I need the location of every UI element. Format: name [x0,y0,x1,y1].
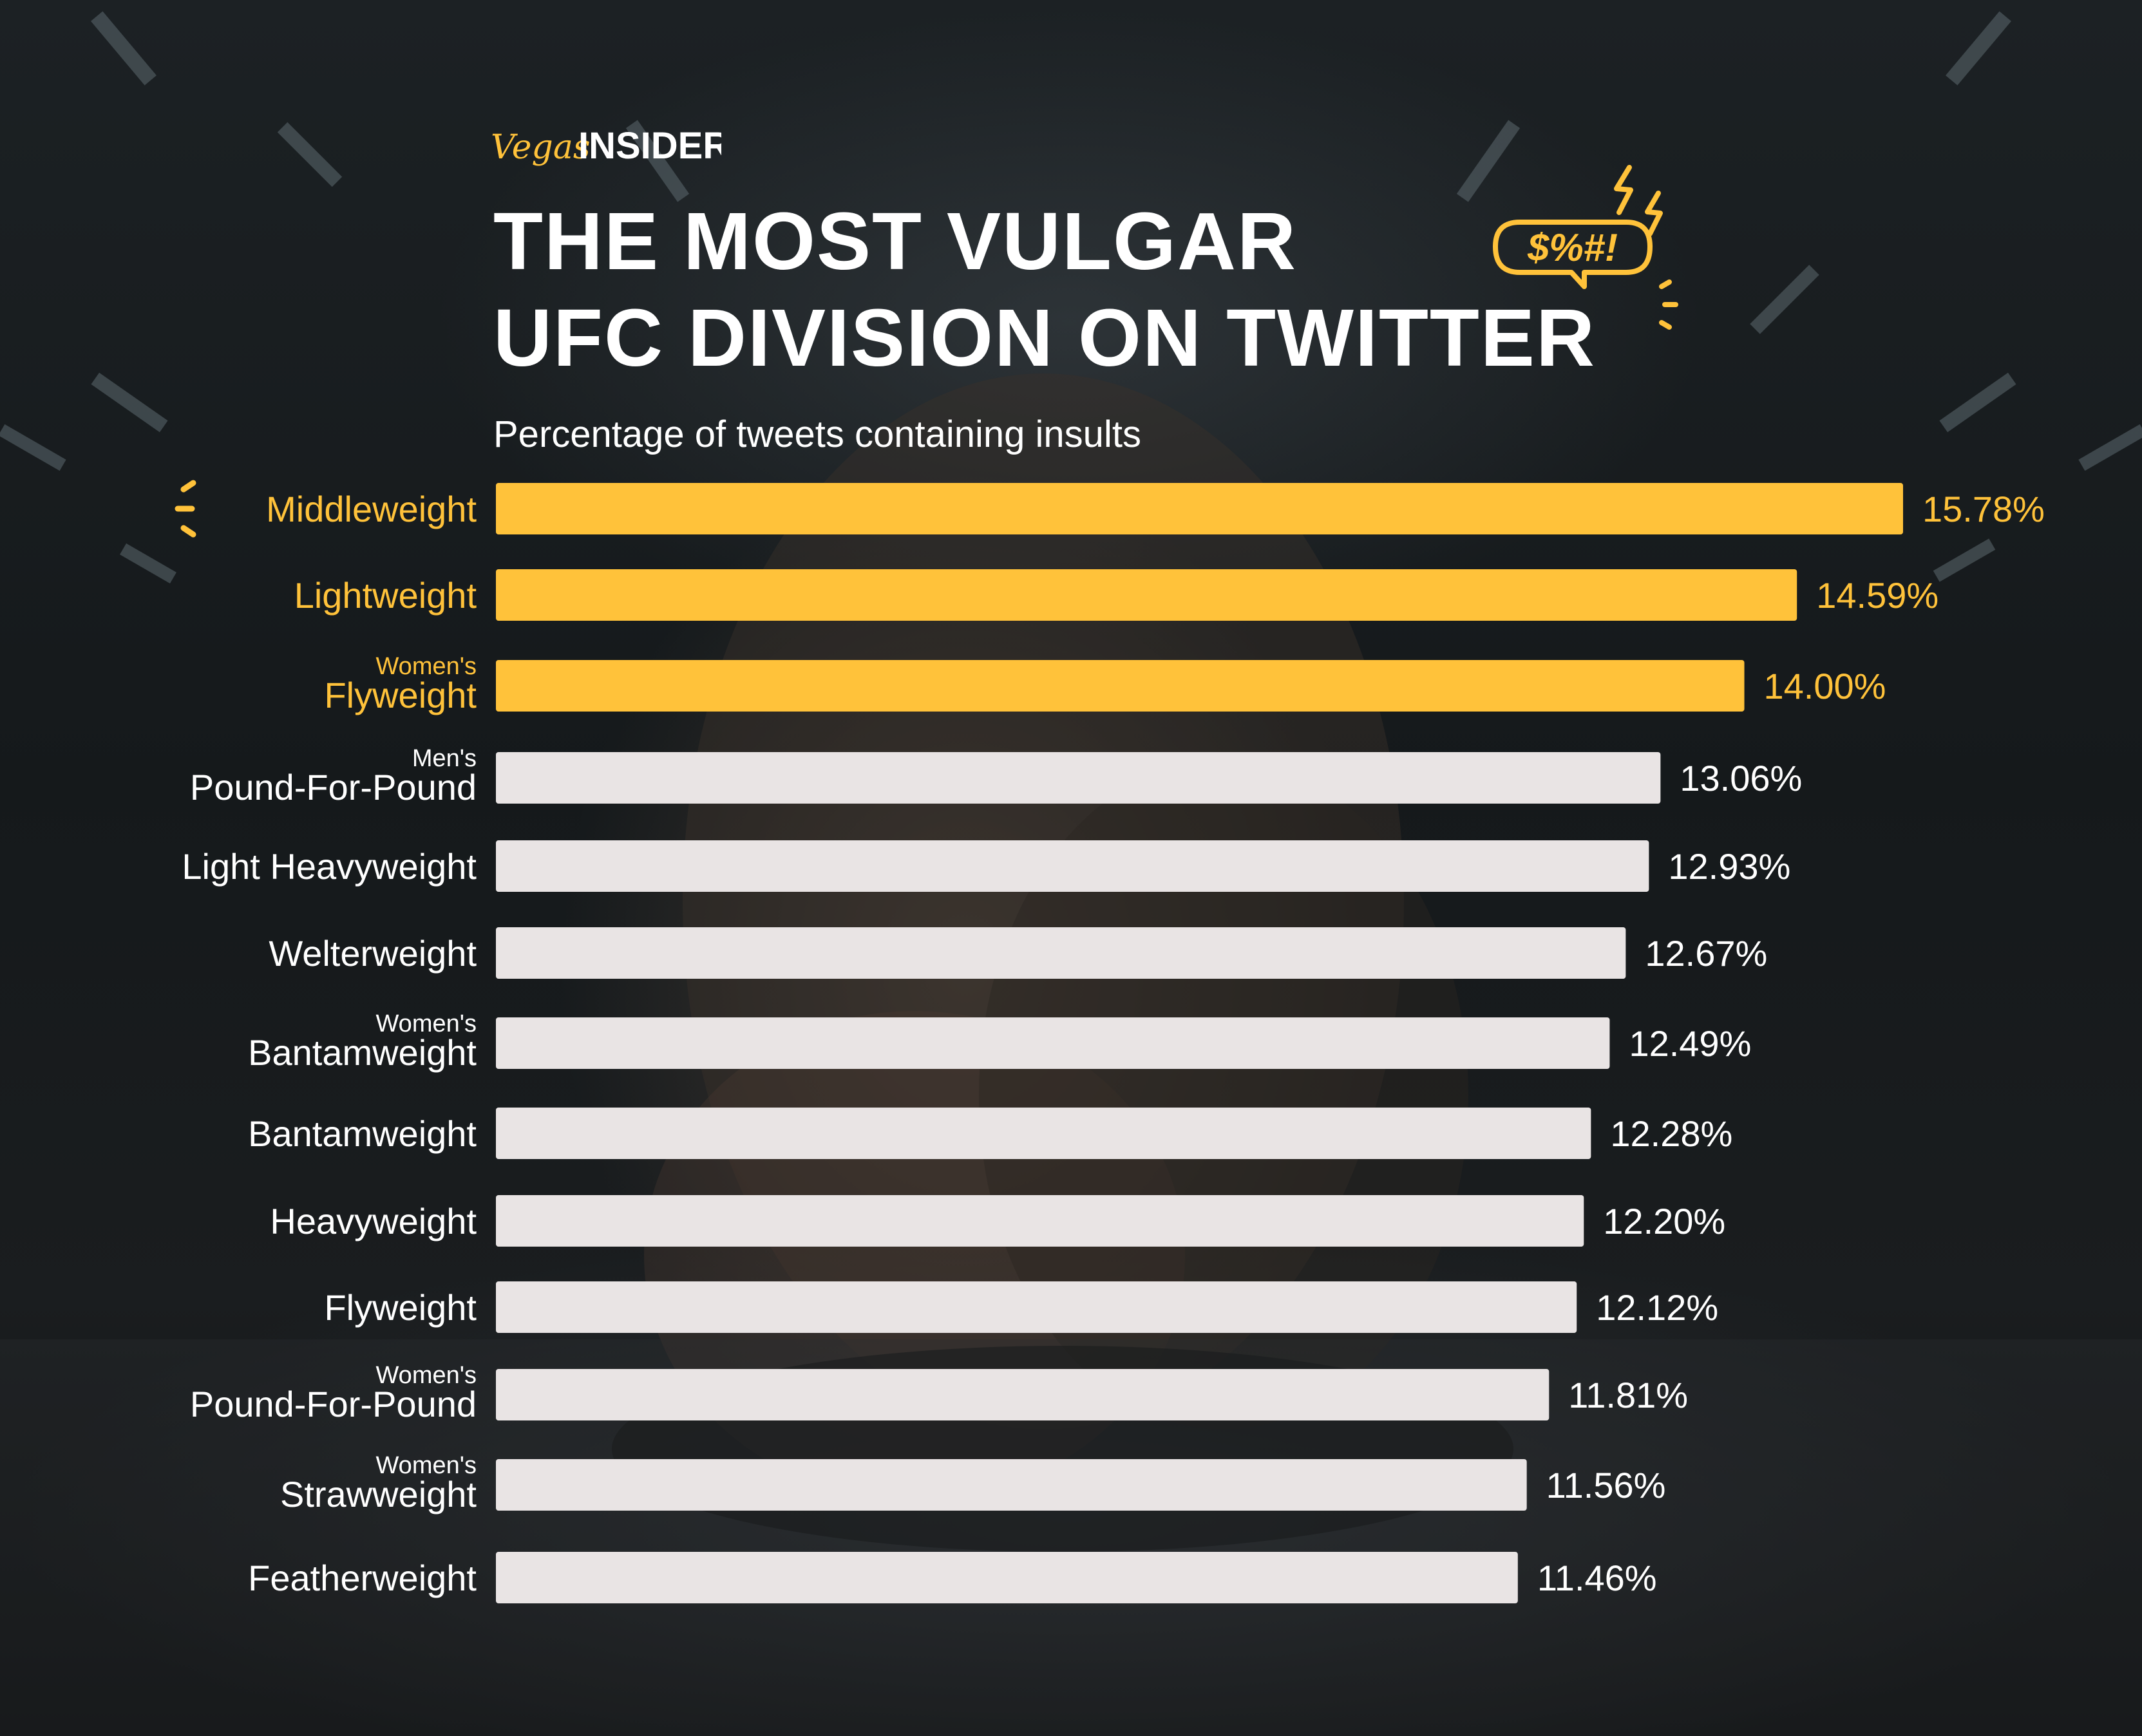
bar [496,1195,1584,1247]
page-title-line-2: UFC DIVISION ON TWITTER [493,292,1596,383]
vegas-insider-logo: Vegas INSIDER [491,125,721,167]
bar-row: 12.12% Flyweight [324,1281,1718,1333]
category-prefix-label: Women's [376,653,477,680]
bar [496,660,1745,712]
category-label: Featherweight [248,1558,477,1598]
bar-value-label: 12.49% [1629,1023,1751,1064]
bar-value-label: 11.46% [1537,1558,1657,1598]
category-label: Flyweight [324,675,477,715]
bar [496,1108,1591,1159]
bar-row: 12.28% Bantamweight [248,1108,1732,1159]
bar-row: 12.20% Heavyweight [270,1195,1725,1247]
category-prefix-label: Men's [412,745,477,772]
bubble-swear-text: $%#! [1527,226,1618,269]
bar [496,1459,1527,1511]
bar-row: 12.67% Welterweight [269,927,1767,979]
swear-speech-bubble: $%#! [1493,165,1678,330]
lightning-bolt-icon [1645,191,1663,236]
chart-subtitle: Percentage of tweets containing insults [493,413,1141,455]
bar-value-label: 14.00% [1764,666,1886,706]
category-prefix-label: Women's [376,1452,477,1479]
bar [496,752,1661,804]
bar-row: 11.46% Featherweight [248,1552,1657,1603]
brand-script-text: Vegas [491,128,591,167]
category-label: Heavyweight [270,1201,477,1241]
bar [496,1281,1577,1333]
bar-value-label: 12.12% [1596,1287,1718,1328]
bar-value-label: 13.06% [1680,758,1802,798]
bars-layer: 15.78% Middleweight 14.59% Lightweight 14.00… [182,483,2045,1603]
category-label: Strawweight [280,1474,477,1514]
bar [496,569,1797,621]
speech-bubble-icon [1493,220,1653,289]
category-prefix-label: Women's [376,1362,477,1389]
bar-value-label: 14.59% [1816,575,1938,616]
bar-value-label: 12.28% [1610,1113,1732,1154]
category-label: Bantamweight [248,1032,477,1073]
lightning-bolt-icon [1614,165,1633,215]
bar-value-label: 11.56% [1546,1465,1666,1505]
bar-value-label: 15.78% [1922,489,2045,529]
bar-value-label: 12.93% [1668,846,1790,887]
bar [496,1017,1610,1069]
bar [496,1552,1518,1603]
category-prefix-label: Women's [376,1010,477,1037]
brand-bold-text: INSIDER [578,125,721,167]
bar-row: 14.59% Lightweight [294,569,1938,621]
bar [496,840,1649,892]
top-bar-accent-marks [175,480,196,538]
bar [496,927,1626,979]
bar-value-label: 12.20% [1603,1201,1725,1241]
category-label: Bantamweight [248,1113,477,1154]
bar [496,1369,1550,1420]
bar-row: 15.78% Middleweight [266,483,2045,534]
bar-value-label: 12.67% [1645,933,1767,974]
category-label: Middleweight [266,489,477,529]
bar-row: 12.93% Light Heavyweight [182,840,1790,892]
arena-ceiling-lights [0,11,2142,584]
category-label: Light Heavyweight [182,846,477,887]
page-title-line-1: THE MOST VULGAR [493,196,1297,287]
bar [496,483,1903,534]
category-label: Pound-For-Pound [190,1384,477,1424]
category-label: Flyweight [324,1287,477,1328]
category-label: Pound-For-Pound [190,767,477,807]
category-label: Welterweight [269,933,477,974]
category-label: Lightweight [294,575,477,616]
bar-value-label: 11.81% [1568,1375,1688,1415]
